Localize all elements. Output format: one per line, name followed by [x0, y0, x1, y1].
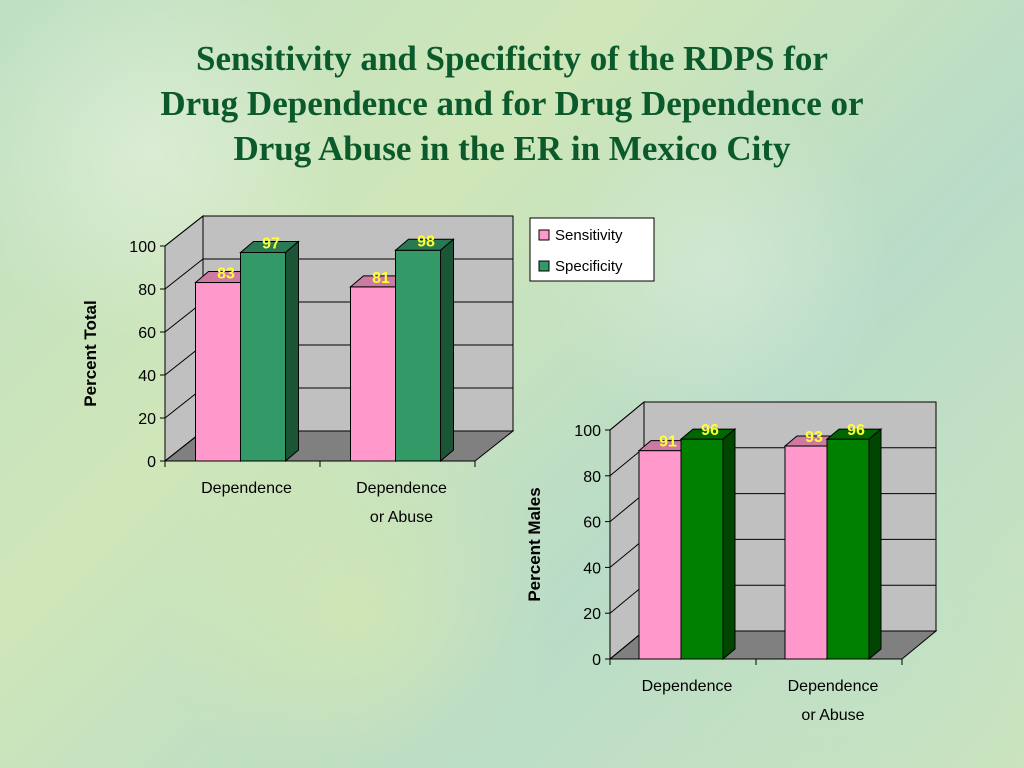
title-line-1: Sensitivity and Specificity of the RDPS …	[196, 39, 828, 78]
bar-side	[722, 428, 736, 661]
y-tick-label: 0	[592, 652, 601, 669]
data-label: 83	[217, 266, 235, 283]
bar-front	[638, 450, 682, 660]
bar-specificity-1	[239, 240, 300, 463]
bar-side	[285, 240, 299, 463]
bar-specificity-2	[825, 428, 883, 661]
y-tick-label: 20	[138, 411, 156, 428]
y-tick-label: 100	[574, 423, 601, 440]
x-tick-label: or Abuse	[370, 509, 433, 526]
legend-label-specificity: Specificity	[555, 258, 623, 275]
y-axis-label: Percent Males	[525, 487, 544, 601]
y-tick-label: 80	[138, 282, 156, 299]
bar-front	[395, 249, 441, 462]
legend-swatch-sensitivity	[538, 229, 550, 241]
x-tick-label: Dependence	[356, 480, 447, 497]
y-tick-label: 60	[138, 325, 156, 342]
data-label: 98	[417, 233, 435, 250]
gridline	[609, 401, 936, 431]
title-line-3: Drug Abuse in the ER in Mexico City	[233, 129, 791, 168]
y-tick-label: 40	[138, 368, 156, 385]
bar-side	[868, 428, 882, 661]
bar-side	[440, 238, 454, 463]
data-label: 91	[659, 434, 677, 451]
title-line-2: Drug Dependence and for Drug Dependence …	[160, 84, 864, 123]
bar-front	[826, 438, 870, 660]
y-tick-label: 40	[583, 560, 601, 577]
data-label: 97	[262, 235, 280, 252]
y-tick-label: 0	[147, 454, 156, 471]
y-tick-label: 20	[583, 606, 601, 623]
x-tick-label: or Abuse	[801, 707, 864, 724]
y-tick-label: 60	[583, 515, 601, 532]
bar-front	[680, 438, 724, 660]
y-tick-label: 100	[129, 239, 156, 256]
bar-specificity-1	[679, 428, 737, 661]
data-label: 93	[805, 429, 823, 446]
slide-title: Sensitivity and Specificity of the RDPS …	[0, 36, 1024, 171]
y-axis-label: Percent Total	[81, 300, 100, 406]
data-label: 96	[847, 422, 865, 439]
legend: Sensitivity Specificity	[529, 217, 655, 282]
data-label: 96	[701, 422, 719, 439]
bar-front	[784, 445, 828, 660]
data-label: 81	[372, 270, 390, 287]
legend-label-sensitivity: Sensitivity	[555, 227, 623, 244]
y-tick-label: 80	[583, 469, 601, 486]
x-tick-label: Dependence	[201, 480, 292, 497]
bar-front	[350, 286, 396, 462]
gridline	[164, 215, 513, 247]
bar-specificity-2	[394, 238, 455, 463]
x-tick-label: Dependence	[788, 678, 879, 695]
x-tick-label: Dependence	[642, 678, 733, 695]
legend-swatch-specificity	[538, 260, 550, 272]
legend-box	[529, 217, 655, 282]
